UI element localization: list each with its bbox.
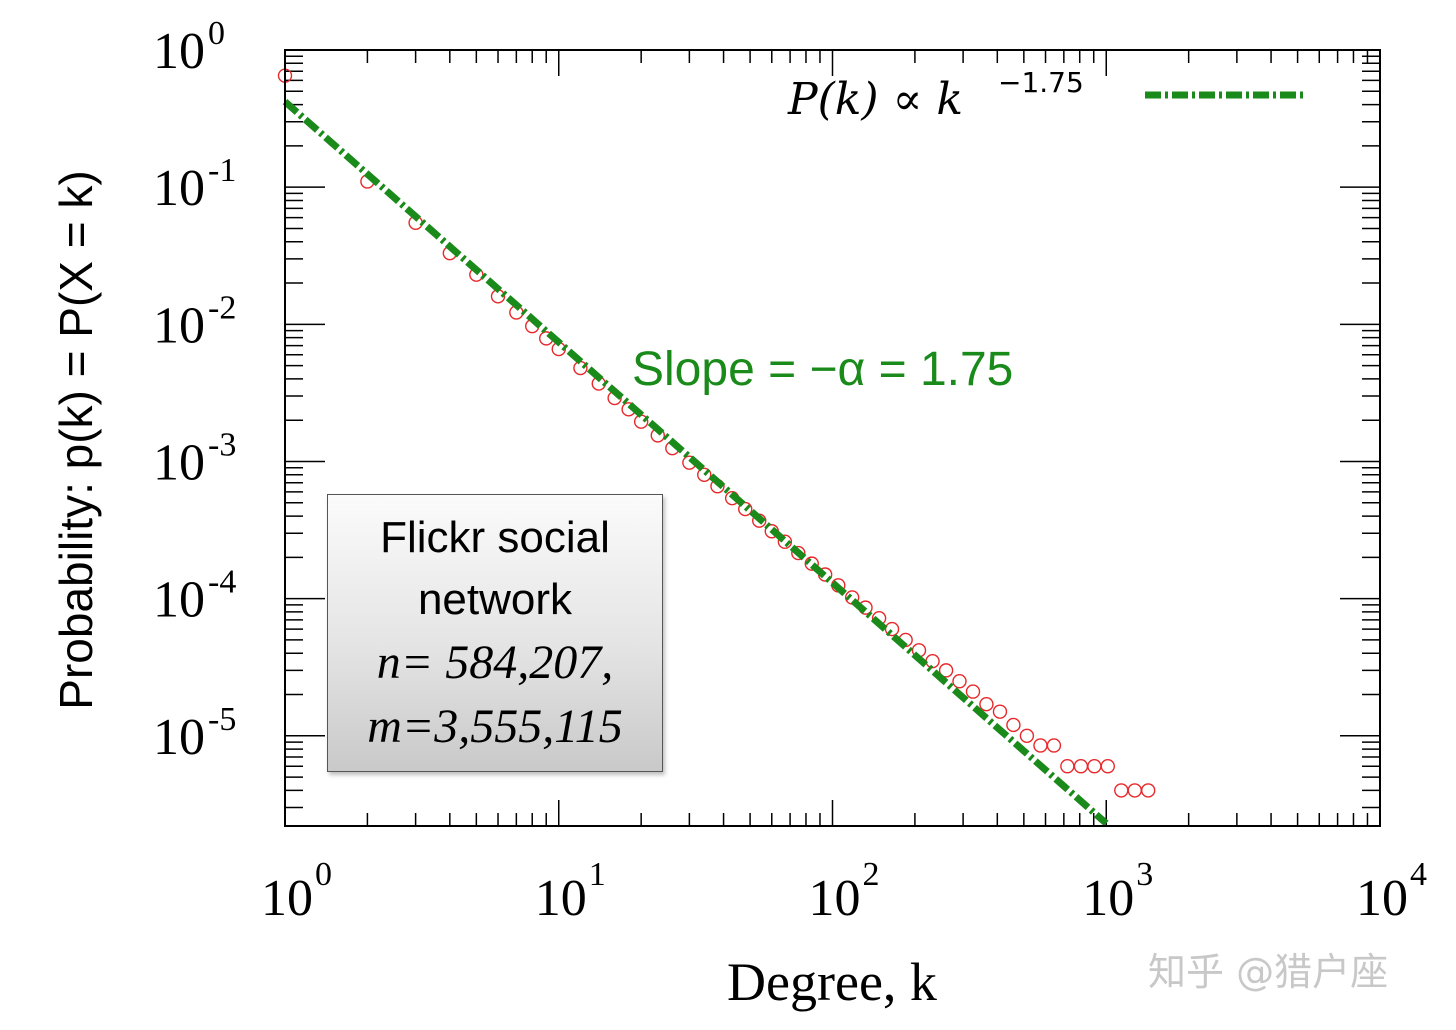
x-tick-label: 10 3	[1082, 856, 1153, 927]
data-point	[1033, 738, 1048, 753]
node-count: n= 584,207,	[376, 636, 614, 689]
x-tick-exponent: 2	[863, 856, 880, 893]
data-point	[952, 674, 967, 689]
data-point	[738, 501, 753, 517]
data-point	[925, 653, 940, 669]
data-point	[1127, 783, 1142, 798]
data-point	[1046, 738, 1062, 753]
info-box-title-line2: network	[417, 575, 573, 624]
x-tick-labels: 10 0 10 1 10 2 10 3 10 4	[261, 856, 1427, 927]
y-tick-label: 10 0	[153, 15, 225, 80]
x-tick-exponent: 0	[315, 856, 332, 893]
y-tick-exponent: -1	[208, 152, 236, 189]
slope-annotation: Slope = −α = 1.75	[632, 343, 1013, 396]
y-tick-base: 10	[153, 434, 205, 491]
data-point	[1006, 717, 1021, 733]
legend: P(k) ∝ k −1.75	[787, 66, 1306, 125]
x-tick-label: 10 1	[535, 856, 606, 927]
x-tick-base: 10	[261, 870, 313, 927]
data-point	[791, 545, 806, 561]
y-tick-base: 10	[153, 297, 205, 354]
y-axis-label: Probability: p(k) = P(X = k)	[50, 170, 102, 709]
y-tick-exponent: -2	[208, 289, 236, 326]
x-tick-base: 10	[809, 870, 861, 927]
x-tick-exponent: 4	[1410, 856, 1427, 893]
data-point	[884, 621, 900, 637]
data-point	[1073, 759, 1089, 774]
data-point	[777, 534, 793, 549]
data-point	[1100, 759, 1115, 774]
legend-exponent: −1.75	[998, 66, 1084, 99]
y-tick-label: 10 -4	[153, 564, 236, 629]
y-tick-base: 10	[153, 23, 205, 80]
x-tick-exponent: 1	[589, 856, 606, 893]
data-point	[1060, 759, 1075, 774]
data-point	[1140, 783, 1156, 798]
data-point	[938, 663, 954, 678]
y-tick-exponent: 0	[208, 15, 225, 52]
watermark: 知乎 @猎户座	[1148, 950, 1388, 994]
data-point	[965, 684, 981, 699]
x-tick-base: 10	[1356, 870, 1408, 927]
x-axis-label: Degree, k	[727, 952, 937, 1012]
axis-ticks	[284, 50, 1380, 826]
data-point	[804, 556, 819, 571]
info-box-title-line1: Flickr social	[380, 513, 610, 562]
data-point	[697, 467, 712, 482]
legend-formula: P(k) ∝ k	[787, 74, 963, 125]
y-tick-label: 10 -1	[153, 152, 236, 217]
data-point	[979, 696, 994, 712]
y-tick-exponent: -3	[208, 426, 236, 463]
data-point	[1114, 783, 1129, 798]
data-point	[1019, 728, 1035, 744]
x-tick-label: 10 0	[261, 856, 332, 927]
fit-line	[282, 99, 1109, 826]
x-tick-label: 10 4	[1356, 856, 1427, 927]
y-tick-base: 10	[153, 572, 205, 629]
y-tick-base: 10	[153, 160, 205, 217]
x-tick-base: 10	[535, 870, 587, 927]
power-law-fit	[282, 99, 1109, 826]
y-tick-label: 10 -2	[153, 289, 236, 354]
y-tick-exponent: -4	[208, 564, 236, 601]
data-point	[992, 704, 1008, 719]
y-tick-exponent: -5	[208, 701, 236, 738]
y-tick-label: 10 -5	[153, 701, 236, 766]
y-tick-base: 10	[153, 709, 205, 766]
data-point	[1087, 759, 1102, 774]
network-info-box: Flickr social network n= 584,207, m=3,55…	[327, 494, 663, 772]
y-tick-label: 10 -3	[153, 426, 236, 491]
x-tick-base: 10	[1082, 870, 1134, 927]
plot-frame	[284, 49, 1381, 827]
x-tick-label: 10 2	[809, 856, 880, 927]
x-tick-exponent: 3	[1136, 856, 1153, 893]
edge-count: m=3,555,115	[367, 700, 623, 753]
